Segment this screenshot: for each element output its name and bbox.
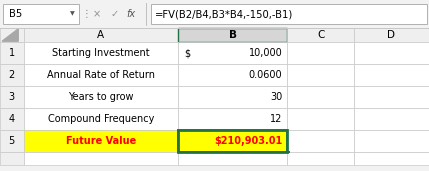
Text: A: A (97, 30, 104, 40)
Bar (178, 108, 287, 130)
Text: Compound Frequency: Compound Frequency (48, 114, 154, 124)
Bar (287, 42, 354, 64)
Text: $210,903.01: $210,903.01 (214, 136, 282, 146)
Bar (0, 28, 24, 42)
Bar (178, 64, 287, 86)
Text: ✓: ✓ (110, 9, 118, 19)
Polygon shape (2, 29, 18, 41)
Bar (287, 64, 354, 86)
Bar (287, 28, 354, 42)
Bar (354, 28, 429, 42)
Text: 4: 4 (9, 114, 15, 124)
Bar (24, 86, 178, 108)
Text: $: $ (184, 48, 190, 58)
Bar (178, 86, 287, 108)
Text: ×: × (93, 9, 101, 19)
Bar (287, 108, 354, 130)
Bar (178, 130, 287, 152)
Bar (24, 28, 178, 42)
Bar (354, 130, 429, 152)
Text: ▼: ▼ (69, 11, 75, 17)
Text: Years to grow: Years to grow (68, 92, 133, 102)
Text: B: B (229, 30, 237, 40)
Bar (354, 152, 429, 165)
Text: 2: 2 (9, 70, 15, 80)
Text: Annual Rate of Return: Annual Rate of Return (47, 70, 155, 80)
Bar (24, 42, 178, 64)
Bar (354, 64, 429, 86)
Text: C: C (317, 30, 324, 40)
Bar (287, 130, 354, 152)
Text: 0.0600: 0.0600 (249, 70, 282, 80)
Bar (178, 42, 287, 64)
Bar (287, 152, 354, 165)
Text: 1: 1 (9, 48, 15, 58)
Text: 5: 5 (9, 136, 15, 146)
Bar (24, 152, 178, 165)
Text: 12: 12 (270, 114, 282, 124)
Text: D: D (387, 30, 396, 40)
Bar (0, 130, 24, 152)
Bar (151, 4, 427, 24)
Bar (354, 86, 429, 108)
Text: =FV(B2/B4,B3*B4,-150,-B1): =FV(B2/B4,B3*B4,-150,-B1) (155, 9, 293, 19)
Bar (287, 86, 354, 108)
Bar (3, 4, 79, 24)
Bar (0, 0, 429, 28)
Text: 3: 3 (9, 92, 15, 102)
Bar (24, 130, 178, 152)
Text: Starting Investment: Starting Investment (52, 48, 150, 58)
Text: fx: fx (127, 9, 136, 19)
Text: 30: 30 (270, 92, 282, 102)
Bar (0, 86, 24, 108)
Text: Future Value: Future Value (66, 136, 136, 146)
Bar (0, 64, 24, 86)
Bar (354, 108, 429, 130)
Bar (178, 152, 287, 165)
Text: 10,000: 10,000 (248, 48, 282, 58)
Bar (0, 108, 24, 130)
Text: ⋮: ⋮ (82, 9, 91, 19)
Bar (24, 108, 178, 130)
Bar (354, 42, 429, 64)
Bar (0, 152, 24, 165)
Bar (178, 130, 287, 152)
Bar (285, 151, 290, 153)
Bar (24, 64, 178, 86)
Text: B5: B5 (9, 9, 22, 19)
Bar (0, 42, 24, 64)
Bar (178, 28, 287, 42)
